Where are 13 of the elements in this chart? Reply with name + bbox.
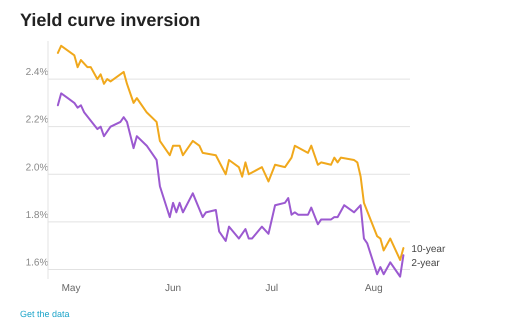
y-tick-label: 2.2% <box>26 114 49 126</box>
x-tick-label: Jul <box>265 283 278 294</box>
series-label: 2-year <box>411 258 440 270</box>
y-tick-label: 2.4% <box>26 67 49 78</box>
x-tick-label: Jun <box>164 283 182 294</box>
chart-title: Yield curve inversion <box>20 10 200 30</box>
x-tick-label: Aug <box>364 283 383 294</box>
y-tick-label: 2.0% <box>26 162 49 174</box>
series-label: 10-year <box>411 244 446 256</box>
y-tick-label: 1.8% <box>26 210 49 221</box>
y-tick-label: 1.6% <box>26 257 49 268</box>
x-tick-label: May <box>62 283 80 294</box>
text: Get the data <box>20 309 70 319</box>
